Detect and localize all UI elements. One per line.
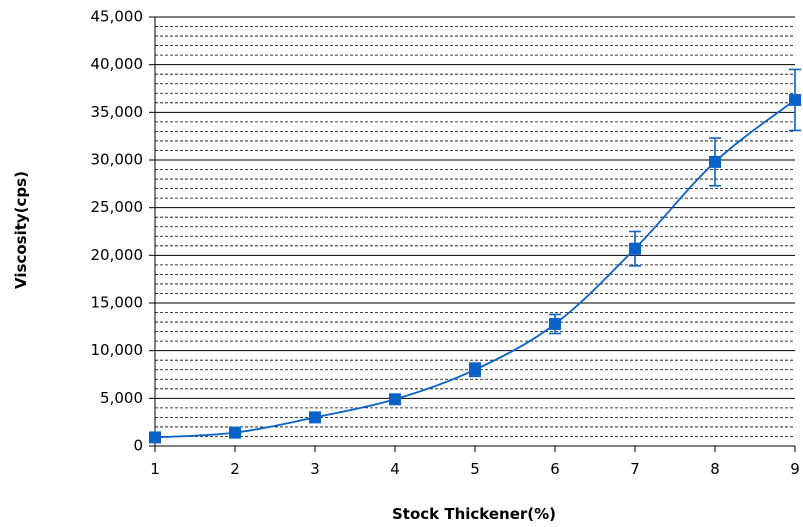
y-tick-label: 15,000 — [91, 294, 144, 312]
data-point-marker — [789, 93, 801, 106]
data-point-marker — [309, 411, 321, 424]
data-point-marker — [469, 363, 481, 376]
y-tick-label: 0 — [133, 437, 143, 455]
x-tick-label: 6 — [550, 460, 560, 478]
x-tick-label: 5 — [470, 460, 480, 478]
data-series — [154, 99, 796, 439]
x-tick-label: 3 — [310, 460, 320, 478]
y-tick-label: 40,000 — [91, 55, 144, 73]
y-tick-label: 30,000 — [91, 151, 144, 169]
x-tick-label: 1 — [150, 460, 160, 478]
x-tick-label: 8 — [710, 460, 720, 478]
data-point-marker — [229, 426, 241, 439]
y-tick-label: 25,000 — [91, 198, 144, 216]
y-axis-ticks: 0 5,000 10,000 15,000 20,000 25,000 30,000 35,0… — [91, 8, 155, 455]
y-tick-label: 45,000 — [91, 8, 144, 26]
x-tick-label: 2 — [230, 460, 240, 478]
x-tick-label: 9 — [790, 460, 800, 478]
data-point-marker — [549, 317, 561, 330]
x-tick-label: 4 — [390, 460, 400, 478]
x-axis-ticks: 1 2 3 4 5 6 7 8 9 — [150, 446, 800, 478]
series-line — [154, 99, 796, 439]
data-point-marker — [389, 393, 401, 406]
minor-gridlines — [155, 26, 795, 437]
data-point-marker — [149, 431, 161, 444]
axes — [154, 17, 795, 447]
data-point-marker — [709, 155, 721, 168]
x-tick-label: 7 — [630, 460, 640, 478]
y-tick-label: 10,000 — [91, 341, 144, 359]
data-markers — [149, 93, 801, 444]
y-tick-label: 20,000 — [91, 246, 144, 264]
y-tick-label: 35,000 — [91, 103, 144, 121]
major-gridlines — [155, 16, 795, 447]
y-axis-title: Viscosity(cps) — [12, 171, 30, 289]
data-point-marker — [629, 242, 641, 255]
y-tick-label: 5,000 — [100, 389, 143, 407]
x-axis-title: Stock Thickener(%) — [392, 505, 556, 523]
